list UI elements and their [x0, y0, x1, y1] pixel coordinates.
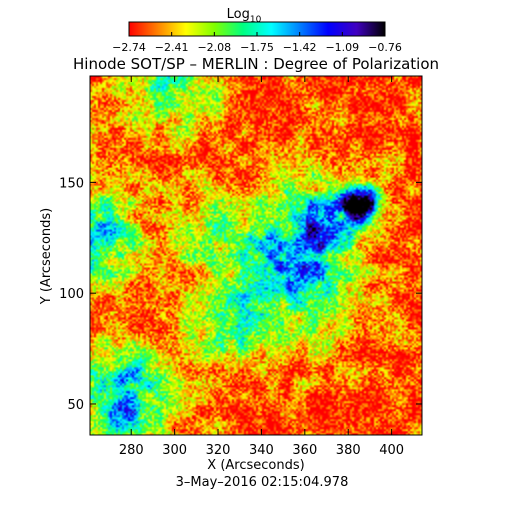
x-axis-label: X (Arcseconds) [207, 458, 304, 473]
x-tick-label: 400 [379, 443, 404, 458]
x-tick-label: 280 [119, 443, 144, 458]
colorbar-tick-label: −2.74 [112, 41, 146, 54]
x-tick-label: 300 [162, 443, 187, 458]
x-tick-label: 380 [336, 443, 361, 458]
colorbar-tick-label: −1.09 [325, 41, 359, 54]
y-tick-label: 150 [59, 176, 84, 191]
colorbar-tick-label: −2.08 [197, 41, 231, 54]
colorbar-label: Log10 [227, 7, 262, 25]
plot-area: 280 300 320 340 360 380 400 50 100 150 [59, 75, 423, 458]
x-tick-label: 340 [249, 443, 274, 458]
y-tick-label: 50 [67, 398, 84, 413]
colorbar-tick-label: −2.41 [155, 41, 189, 54]
x-tick-label: 360 [292, 443, 317, 458]
chart-title: Hinode SOT/SP – MERLIN : Degree of Polar… [73, 55, 439, 73]
y-axis-ticks: 50 100 150 [59, 176, 422, 413]
colorbar-tick-label: −1.42 [283, 41, 317, 54]
colorbar: Log10 −2.74 −2.41 −2.08 −1.75 −1.42 −1.09 −0.7… [112, 7, 402, 54]
timestamp: 3–May–2016 02:15:04.978 [176, 475, 349, 490]
colorbar-tick-label: −0.76 [368, 41, 402, 54]
polarization-map [90, 76, 422, 435]
colorbar-tick-label: −1.75 [240, 41, 274, 54]
colorbar-ticks: −2.74 −2.41 −2.08 −1.75 −1.42 −1.09 −0.76 [112, 32, 402, 54]
y-tick-label: 100 [59, 287, 84, 302]
x-axis-ticks: 280 300 320 340 360 380 400 [119, 76, 404, 458]
y-axis-label: Y (Arcseconds) [39, 208, 54, 305]
x-tick-label: 320 [206, 443, 231, 458]
plot-frame [89, 75, 423, 436]
